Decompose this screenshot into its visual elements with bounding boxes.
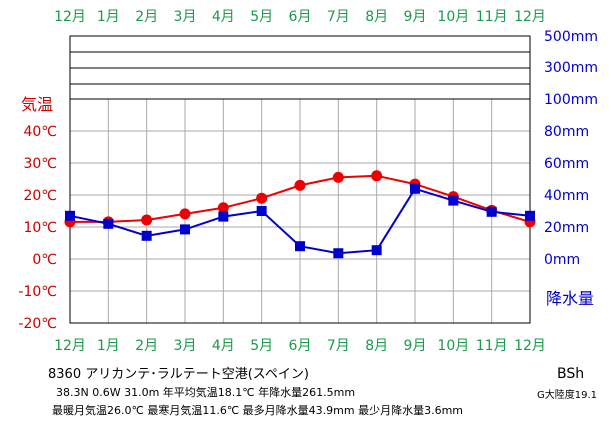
temperature-point: [141, 214, 153, 226]
month-label: 10月: [437, 9, 469, 25]
temperature-point: [332, 171, 344, 183]
station-name: 8360 アリカンテ･ラルテート空港(スペイン): [48, 367, 309, 382]
month-label: 11月: [476, 338, 508, 354]
precipitation-axis-label: 降水量: [546, 289, 594, 308]
temperature-tick-label: 20℃: [23, 188, 57, 204]
month-label: 9月: [404, 9, 427, 25]
temperature-point: [294, 179, 306, 191]
plot-frame: [69, 35, 531, 324]
station-summary: 38.3N 0.6W 31.0m 年平均気温18.1℃ 年降水量261.5mm: [56, 385, 355, 399]
precipitation-point: [103, 218, 114, 229]
precipitation-point: [525, 210, 535, 221]
temperature-point: [179, 208, 191, 220]
precipitation-tick-label: 80mm: [544, 124, 589, 140]
month-label: 10月: [437, 338, 469, 354]
precipitation-point: [448, 195, 459, 206]
upper-precip-grid: [70, 51, 530, 100]
month-label: 3月: [174, 338, 197, 354]
precipitation-point: [141, 230, 152, 241]
month-label: 9月: [404, 338, 427, 354]
precipitation-point: [410, 183, 420, 194]
precipitation-point: [371, 245, 382, 256]
precipitation-tick-labels: 0mm 20mm 40mm 60mm 80mm 100mm 300mm 500mm: [544, 29, 598, 268]
precipitation-tick-label: 20mm: [544, 220, 589, 236]
month-label: 2月: [135, 9, 158, 25]
month-label: 4月: [212, 9, 235, 25]
precipitation-point: [486, 206, 497, 217]
temperature-tick-label: 40℃: [23, 124, 57, 140]
month-label: 7月: [327, 338, 350, 354]
station-extremes: 最暖月気温26.0℃ 最寒月気温11.6℃ 最多月降水量43.9mm 最少月降水…: [52, 403, 463, 417]
month-label: 6月: [289, 338, 312, 354]
month-label: 1月: [97, 338, 120, 354]
month-label: 12月: [514, 338, 546, 354]
temperature-point: [371, 170, 383, 182]
month-labels-bottom: 12月 1月 2月 3月 4月 5月 6月 7月 8月 9月 10月 11月 12月: [54, 338, 546, 354]
climate-classification: BSh: [557, 366, 584, 382]
precipitation-point: [333, 248, 344, 259]
month-label: 7月: [327, 9, 350, 25]
temperature-point: [217, 202, 229, 214]
temperature-tick-labels: 40℃ 30℃ 20℃ 10℃ 0℃ -10℃ -20℃: [18, 124, 57, 332]
temperature-tick-label: -10℃: [18, 284, 57, 300]
month-labels-top: 12月 1月 2月 3月 4月 5月 6月 7月 8月 9月 10月 11月 12月: [54, 9, 546, 25]
temperature-tick-label: -20℃: [18, 316, 57, 332]
temperature-tick-label: 30℃: [23, 156, 57, 172]
month-label: 12月: [54, 9, 86, 25]
month-label: 12月: [514, 9, 546, 25]
grid: [70, 99, 530, 324]
precipitation-tick-label: 0mm: [544, 252, 580, 268]
temperature-tick-label: 0℃: [32, 252, 57, 268]
series-layer: [64, 170, 536, 259]
month-label: 11月: [476, 9, 508, 25]
precipitation-tick-label: 300mm: [544, 60, 598, 76]
month-label: 6月: [289, 9, 312, 25]
month-label: 5月: [250, 338, 273, 354]
month-label: 8月: [365, 338, 388, 354]
precipitation-tick-label: 40mm: [544, 188, 589, 204]
precipitation-point: [65, 210, 75, 221]
month-label: 1月: [97, 9, 120, 25]
month-label: 5月: [250, 9, 273, 25]
precipitation-point: [180, 224, 190, 235]
month-label: 8月: [365, 9, 388, 25]
month-label: 2月: [135, 338, 158, 354]
month-label: 4月: [212, 338, 235, 354]
precipitation-tick-label: 500mm: [544, 29, 598, 45]
precipitation-point: [256, 206, 267, 216]
precipitation-tick-label: 100mm: [544, 92, 598, 108]
precipitation-point: [295, 241, 305, 252]
temperature-axis-label: 気温: [21, 95, 53, 114]
month-label: 12月: [54, 338, 86, 354]
precipitation-point: [218, 211, 229, 222]
continentality-index: G大陸度19.1: [537, 388, 597, 401]
temperature-tick-label: 10℃: [23, 220, 57, 236]
temperature-point: [256, 192, 268, 204]
precipitation-tick-label: 60mm: [544, 156, 589, 172]
month-label: 3月: [174, 9, 197, 25]
